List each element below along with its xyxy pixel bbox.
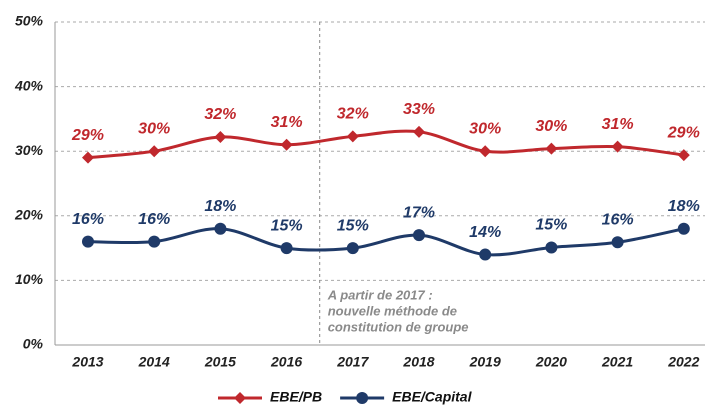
data-label: 17% bbox=[403, 204, 435, 221]
x-tick-label: 2015 bbox=[204, 354, 236, 370]
marker bbox=[280, 242, 293, 255]
marker bbox=[356, 392, 369, 404]
data-label: 30% bbox=[535, 118, 567, 135]
data-label: 32% bbox=[204, 106, 236, 123]
data-label: 18% bbox=[668, 198, 700, 215]
marker bbox=[346, 242, 359, 255]
y-tick-label: 0% bbox=[23, 336, 44, 352]
marker bbox=[677, 149, 690, 162]
data-label: 29% bbox=[667, 124, 700, 141]
x-tick-label: 2013 bbox=[71, 354, 103, 370]
x-tick-label: 2017 bbox=[336, 354, 369, 370]
marker bbox=[346, 130, 359, 143]
marker bbox=[545, 142, 558, 155]
x-tick-label: 2018 bbox=[402, 354, 434, 370]
data-label: 33% bbox=[403, 101, 435, 118]
legend-label: EBE/PB bbox=[270, 389, 322, 405]
annotation: A partir de 2017 : bbox=[327, 287, 433, 302]
data-label: 32% bbox=[337, 106, 369, 123]
y-tick-label: 50% bbox=[15, 13, 44, 29]
x-tick-label: 2020 bbox=[535, 354, 567, 370]
data-label: 31% bbox=[271, 114, 303, 131]
marker bbox=[280, 138, 293, 151]
data-label: 30% bbox=[138, 120, 170, 137]
series-line bbox=[87, 129, 684, 160]
x-tick-label: 2016 bbox=[270, 354, 302, 370]
data-label: 18% bbox=[204, 198, 236, 215]
marker bbox=[214, 222, 227, 235]
data-label: 15% bbox=[337, 217, 369, 234]
marker bbox=[677, 222, 690, 235]
x-tick-label: 2014 bbox=[138, 354, 170, 370]
data-label: 15% bbox=[535, 217, 567, 234]
y-tick-label: 40% bbox=[14, 77, 44, 93]
x-tick-label: 2022 bbox=[667, 354, 699, 370]
y-tick-label: 30% bbox=[15, 142, 44, 158]
data-label: 16% bbox=[602, 212, 634, 229]
marker bbox=[148, 145, 161, 158]
y-tick-label: 10% bbox=[15, 271, 44, 287]
marker bbox=[234, 392, 246, 404]
annotation: nouvelle méthode de bbox=[328, 303, 457, 318]
data-label: 14% bbox=[469, 224, 501, 241]
marker bbox=[545, 241, 558, 254]
marker bbox=[82, 151, 94, 164]
marker bbox=[82, 235, 94, 248]
data-label: 15% bbox=[271, 217, 303, 234]
marker bbox=[611, 236, 624, 249]
marker bbox=[413, 125, 425, 138]
legend-label: EBE/Capital bbox=[392, 389, 472, 405]
marker bbox=[214, 130, 227, 143]
data-label: 31% bbox=[602, 116, 634, 133]
series-line bbox=[87, 227, 685, 257]
data-label: 29% bbox=[71, 127, 104, 144]
marker bbox=[148, 235, 161, 248]
data-label: 16% bbox=[138, 211, 170, 228]
annotation: constitution de groupe bbox=[328, 319, 469, 334]
marker bbox=[479, 145, 492, 158]
x-tick-label: 2019 bbox=[469, 354, 501, 370]
marker bbox=[413, 229, 425, 242]
x-tick-label: 2021 bbox=[601, 354, 633, 370]
y-tick-label: 20% bbox=[14, 207, 44, 223]
marker bbox=[611, 140, 624, 153]
data-label: 30% bbox=[469, 120, 501, 137]
data-label: 16% bbox=[72, 211, 104, 228]
marker bbox=[479, 248, 492, 261]
